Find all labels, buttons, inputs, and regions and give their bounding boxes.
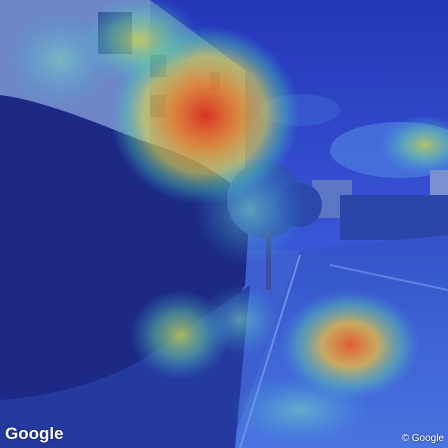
cloud [260, 94, 340, 126]
tree [278, 183, 322, 227]
google-logo: Google [5, 424, 64, 443]
building-window [210, 72, 220, 90]
building-window [150, 55, 166, 77]
building-window [98, 12, 132, 54]
hedge-lower [0, 285, 250, 448]
tree-trunk [266, 230, 271, 290]
road-marking [329, 264, 448, 291]
copyright-notice: © Google [401, 433, 444, 444]
distant-trees [340, 195, 448, 240]
building-window [150, 95, 166, 117]
